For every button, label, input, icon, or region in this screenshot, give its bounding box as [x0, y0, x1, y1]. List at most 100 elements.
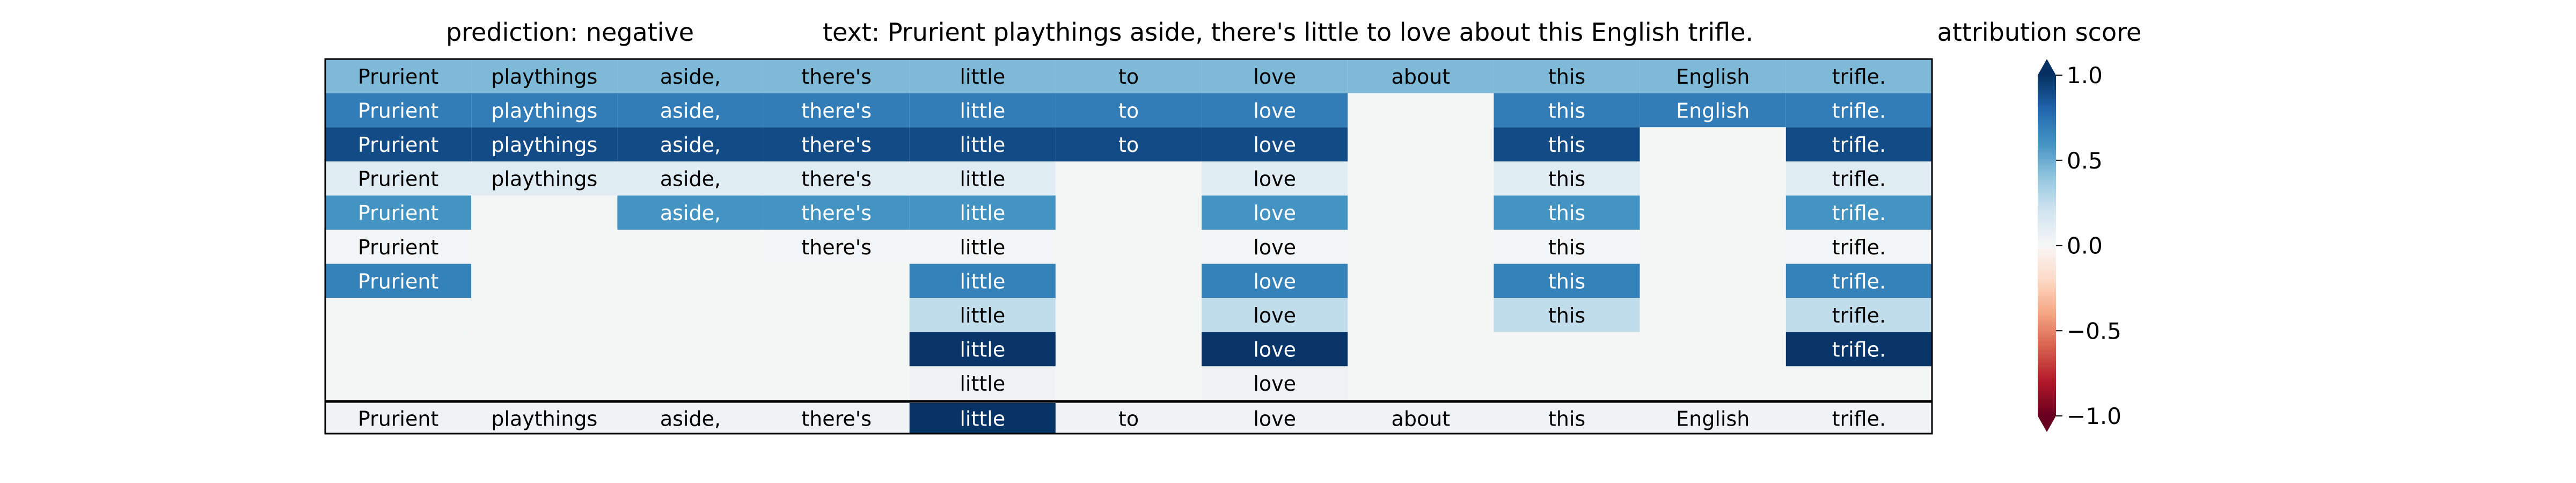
token-label: this — [1548, 269, 1585, 293]
token-label: Prurient — [358, 407, 439, 431]
token-label: there's — [801, 99, 872, 122]
token-label: aside, — [660, 133, 721, 157]
token-label: there's — [801, 407, 872, 431]
token-label: to — [1118, 407, 1139, 431]
token-label: love — [1253, 269, 1296, 293]
heatmap-cell — [909, 195, 1056, 230]
heatmap-cell — [1348, 195, 1494, 230]
heatmap-cell — [1202, 332, 1348, 367]
colorbar-tick-label: 0.0 — [2067, 233, 2103, 259]
heatmap-cell — [471, 298, 618, 332]
heatmap-cell — [1640, 230, 1786, 264]
heatmap-cell — [1202, 93, 1348, 128]
heatmap-cell — [1055, 59, 1202, 93]
token-label: Prurient — [358, 133, 439, 157]
heatmap-cell — [1494, 93, 1640, 128]
token-label: this — [1548, 65, 1585, 89]
token-label: English — [1676, 99, 1750, 122]
token-label: trifle. — [1832, 99, 1886, 122]
token-label: love — [1253, 304, 1296, 327]
heatmap-cell — [1202, 195, 1348, 230]
heatmap-cell — [1494, 161, 1640, 196]
token-label: love — [1253, 236, 1296, 259]
token-label: this — [1548, 407, 1585, 431]
token-label: this — [1548, 99, 1585, 122]
heatmap-cell — [325, 298, 472, 332]
colorbar-min-extension — [2038, 416, 2056, 432]
heatmap-cell — [909, 127, 1056, 162]
token-label: love — [1253, 99, 1296, 122]
heatmap-cell — [1785, 298, 1932, 332]
heatmap-cell — [909, 59, 1056, 93]
heatmap-cell — [1785, 230, 1932, 264]
heatmap-cell — [1785, 332, 1932, 367]
colorbar: 1.0 0.5 0.0 −0.5 −1.0 — [2038, 59, 2121, 432]
heatmap-cell — [763, 195, 910, 230]
token-label: playthings — [491, 407, 597, 431]
token-label: English — [1676, 65, 1750, 89]
heatmap-cell — [617, 59, 764, 93]
heatmap-cell — [471, 195, 618, 230]
token-label: to — [1118, 99, 1139, 122]
heatmap-cell — [909, 161, 1056, 196]
token-label: little — [960, 269, 1005, 293]
heatmap-cell — [1785, 264, 1932, 298]
heatmap-cell — [617, 161, 764, 196]
token-label: this — [1548, 133, 1585, 157]
token-label: little — [960, 201, 1005, 225]
heatmap-cell — [325, 161, 472, 196]
heatmap-cell — [1494, 195, 1640, 230]
token-label: little — [960, 65, 1005, 89]
token-label: there's — [801, 201, 872, 225]
token-label: love — [1253, 372, 1296, 396]
reference-row-cell — [1348, 403, 1494, 434]
token-label: trifle. — [1832, 269, 1886, 293]
token-label: Prurient — [358, 201, 439, 225]
token-label: about — [1392, 407, 1451, 431]
token-label: trifle. — [1832, 201, 1886, 225]
token-label: to — [1118, 133, 1139, 157]
token-label: there's — [801, 133, 872, 157]
token-label: this — [1548, 201, 1585, 225]
token-label: trifle. — [1832, 236, 1886, 259]
heatmap-cell — [617, 298, 764, 332]
heatmap-cell — [909, 93, 1056, 128]
token-label: there's — [801, 65, 872, 89]
heatmap-cell — [1494, 298, 1640, 332]
token-label: English — [1676, 407, 1750, 431]
heatmap-cell — [1640, 195, 1786, 230]
token-label: playthings — [491, 167, 597, 191]
heatmap-cell — [1202, 230, 1348, 264]
colorbar-title: attribution score — [1937, 18, 2142, 47]
token-label: playthings — [491, 99, 597, 122]
heatmap-cell — [617, 93, 764, 128]
attribution-heatmap: Prurient playthings aside, there's little to l… — [324, 58, 1933, 435]
heatmap-cell — [763, 332, 910, 367]
heatmap-cell — [1348, 161, 1494, 196]
reference-row-cell — [763, 403, 910, 434]
reference-row-cell — [1640, 403, 1786, 434]
token-label: little — [960, 372, 1005, 396]
heatmap-frame — [324, 58, 1933, 435]
heatmap-cell — [1055, 366, 1202, 400]
token-label: this — [1548, 167, 1585, 191]
heatmap-cell — [471, 230, 618, 264]
heatmap-cell — [617, 332, 764, 367]
heatmap-cell — [1494, 332, 1640, 367]
heatmap-cell — [1348, 264, 1494, 298]
heatmap-cell — [325, 127, 472, 162]
token-label: love — [1253, 407, 1296, 431]
token-label: aside, — [660, 65, 721, 89]
token-label: little — [960, 133, 1005, 157]
token-label: about — [1392, 65, 1451, 89]
heatmap-cell — [1640, 161, 1786, 196]
heatmap-cell — [1494, 264, 1640, 298]
heatmap-cell — [1202, 264, 1348, 298]
heatmap-cell — [325, 264, 472, 298]
token-label: little — [960, 167, 1005, 191]
token-label: trifle. — [1832, 167, 1886, 191]
colorbar-tick-label: −1.0 — [2067, 403, 2121, 429]
heatmap-cell — [325, 93, 472, 128]
heatmap-cell — [617, 366, 764, 400]
